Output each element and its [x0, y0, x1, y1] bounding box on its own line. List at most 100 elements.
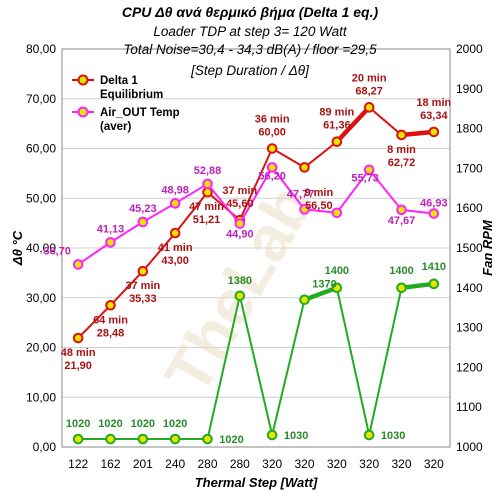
data-point	[137, 433, 149, 445]
series-line-segment	[109, 270, 144, 307]
data-label-delta-value: 62,72	[388, 157, 416, 169]
y2-tick-label: 1700	[456, 161, 483, 175]
y-tick-label: 30,00	[26, 291, 56, 305]
legend-marker-delta	[77, 74, 89, 86]
legend-label-delta-line2: Equilibrium	[100, 89, 163, 101]
series-line-segment	[238, 166, 274, 225]
data-label-delta-value: 51,21	[193, 214, 221, 226]
data-point	[396, 282, 407, 294]
data-point	[266, 429, 278, 441]
series-line-segment	[206, 182, 241, 225]
y2-axis-label: Fan RPM	[480, 219, 495, 276]
series-group	[72, 102, 440, 445]
data-label-delta-time: 64 min	[93, 314, 128, 326]
data-label-fan-value: 1370	[312, 279, 336, 291]
series-line-segment	[77, 304, 112, 340]
data-point	[105, 237, 116, 248]
data-point	[137, 216, 149, 228]
data-point	[169, 433, 181, 445]
data-label-fan-value: 1030	[381, 430, 405, 442]
data-label-air-value: 47,77	[287, 188, 315, 200]
data-point	[331, 136, 343, 148]
series-line-segment	[174, 182, 209, 205]
data-label-air-value: 55,73	[351, 173, 379, 185]
data-label-delta-value: 45,60	[226, 198, 254, 210]
x-tick-label: 240	[165, 457, 185, 471]
series-line-segment	[368, 168, 403, 211]
series-line-segment	[303, 140, 338, 169]
data-label-fan-value: 1020	[219, 434, 243, 446]
data-point	[72, 433, 84, 445]
data-point	[234, 218, 246, 229]
y2-tick-label: 1300	[456, 321, 483, 335]
data-label-air-value: 48,98	[161, 184, 189, 196]
data-point	[299, 162, 310, 173]
data-label-air-value: 47,67	[388, 215, 416, 227]
data-label-delta-time: 47 min	[189, 201, 224, 213]
data-label-air-value: 36,70	[43, 245, 71, 257]
series-line-segment	[303, 208, 338, 214]
plot-area-border	[61, 48, 451, 448]
data-label-delta-time: 48 min	[61, 347, 96, 359]
data-point	[234, 290, 246, 302]
x-tick-label: 122	[68, 457, 88, 471]
data-point	[299, 204, 310, 215]
data-point	[428, 278, 440, 290]
x-axis-ticks: 122 162 201 240 280 280 320 320 320 320 320 320	[68, 457, 444, 471]
series-line-segment	[141, 202, 177, 223]
data-label-air-value: 56,20	[258, 170, 286, 182]
data-label-fan-value: 1020	[66, 418, 90, 430]
x-tick-label: 320	[294, 457, 314, 471]
data-point	[266, 143, 278, 154]
data-point	[137, 265, 149, 277]
y-tick-label: 70,00	[26, 92, 56, 106]
data-point	[363, 164, 375, 176]
data-point	[72, 259, 84, 270]
data-label-delta-value: 63,34	[420, 110, 448, 122]
y-tick-label: 50,00	[26, 191, 56, 205]
data-label-fan-value: 1020	[131, 418, 155, 430]
data-label-delta-time: 89 min	[319, 107, 354, 119]
data-label-delta-value: 43,00	[161, 255, 189, 267]
data-point	[169, 198, 181, 209]
series-1	[72, 162, 440, 270]
series-line-segment	[335, 168, 371, 214]
data-point	[72, 332, 84, 344]
series-line-segment	[400, 208, 435, 215]
series-line-segment	[77, 241, 112, 266]
data-label-delta-time: 37 min	[125, 280, 160, 292]
legend-label-air-line2: (aver)	[100, 121, 131, 133]
y2-tick-label: 1400	[456, 281, 483, 295]
data-label-delta-time: 37 min	[222, 185, 257, 197]
y-tick-label: 0,00	[33, 440, 57, 454]
series-line-segment	[141, 232, 177, 273]
y2-tick-label: 2000	[456, 42, 483, 56]
series-line-segment	[109, 220, 144, 244]
series-line-segment	[302, 285, 340, 302]
data-point	[299, 294, 310, 306]
series-line-segment	[368, 286, 403, 437]
data-label-fan-value: 1020	[98, 418, 122, 430]
series-line-segment	[271, 166, 306, 211]
data-label-air-time: 9 min	[304, 187, 333, 199]
series-line-segment	[334, 105, 372, 144]
data-label-fan-value: 1400	[325, 265, 349, 277]
y-tick-label: 60,00	[26, 142, 56, 156]
series-line-segment	[271, 147, 306, 169]
data-label-delta-time: 41 min	[158, 242, 193, 254]
y-tick-label: 10,00	[26, 390, 56, 404]
data-point	[331, 282, 343, 294]
series-line-segment	[399, 281, 437, 291]
data-label-fan-value: 1030	[284, 430, 308, 442]
series-line-segment	[206, 294, 241, 441]
y2-axis-ticks: 1000 1100 1200 1300 1400 1500 1600 1700 1800 1900…	[456, 42, 483, 454]
series-line-segment	[238, 147, 274, 222]
y2-tick-label: 1200	[456, 360, 483, 374]
data-label-air-value: 45,23	[129, 203, 157, 215]
x-tick-label: 320	[391, 457, 411, 471]
data-point	[105, 300, 116, 311]
y2-tick-label: 1900	[456, 82, 483, 96]
data-label-delta-time: 20 min	[352, 72, 387, 84]
data-label-fan-value: 1380	[228, 275, 252, 287]
